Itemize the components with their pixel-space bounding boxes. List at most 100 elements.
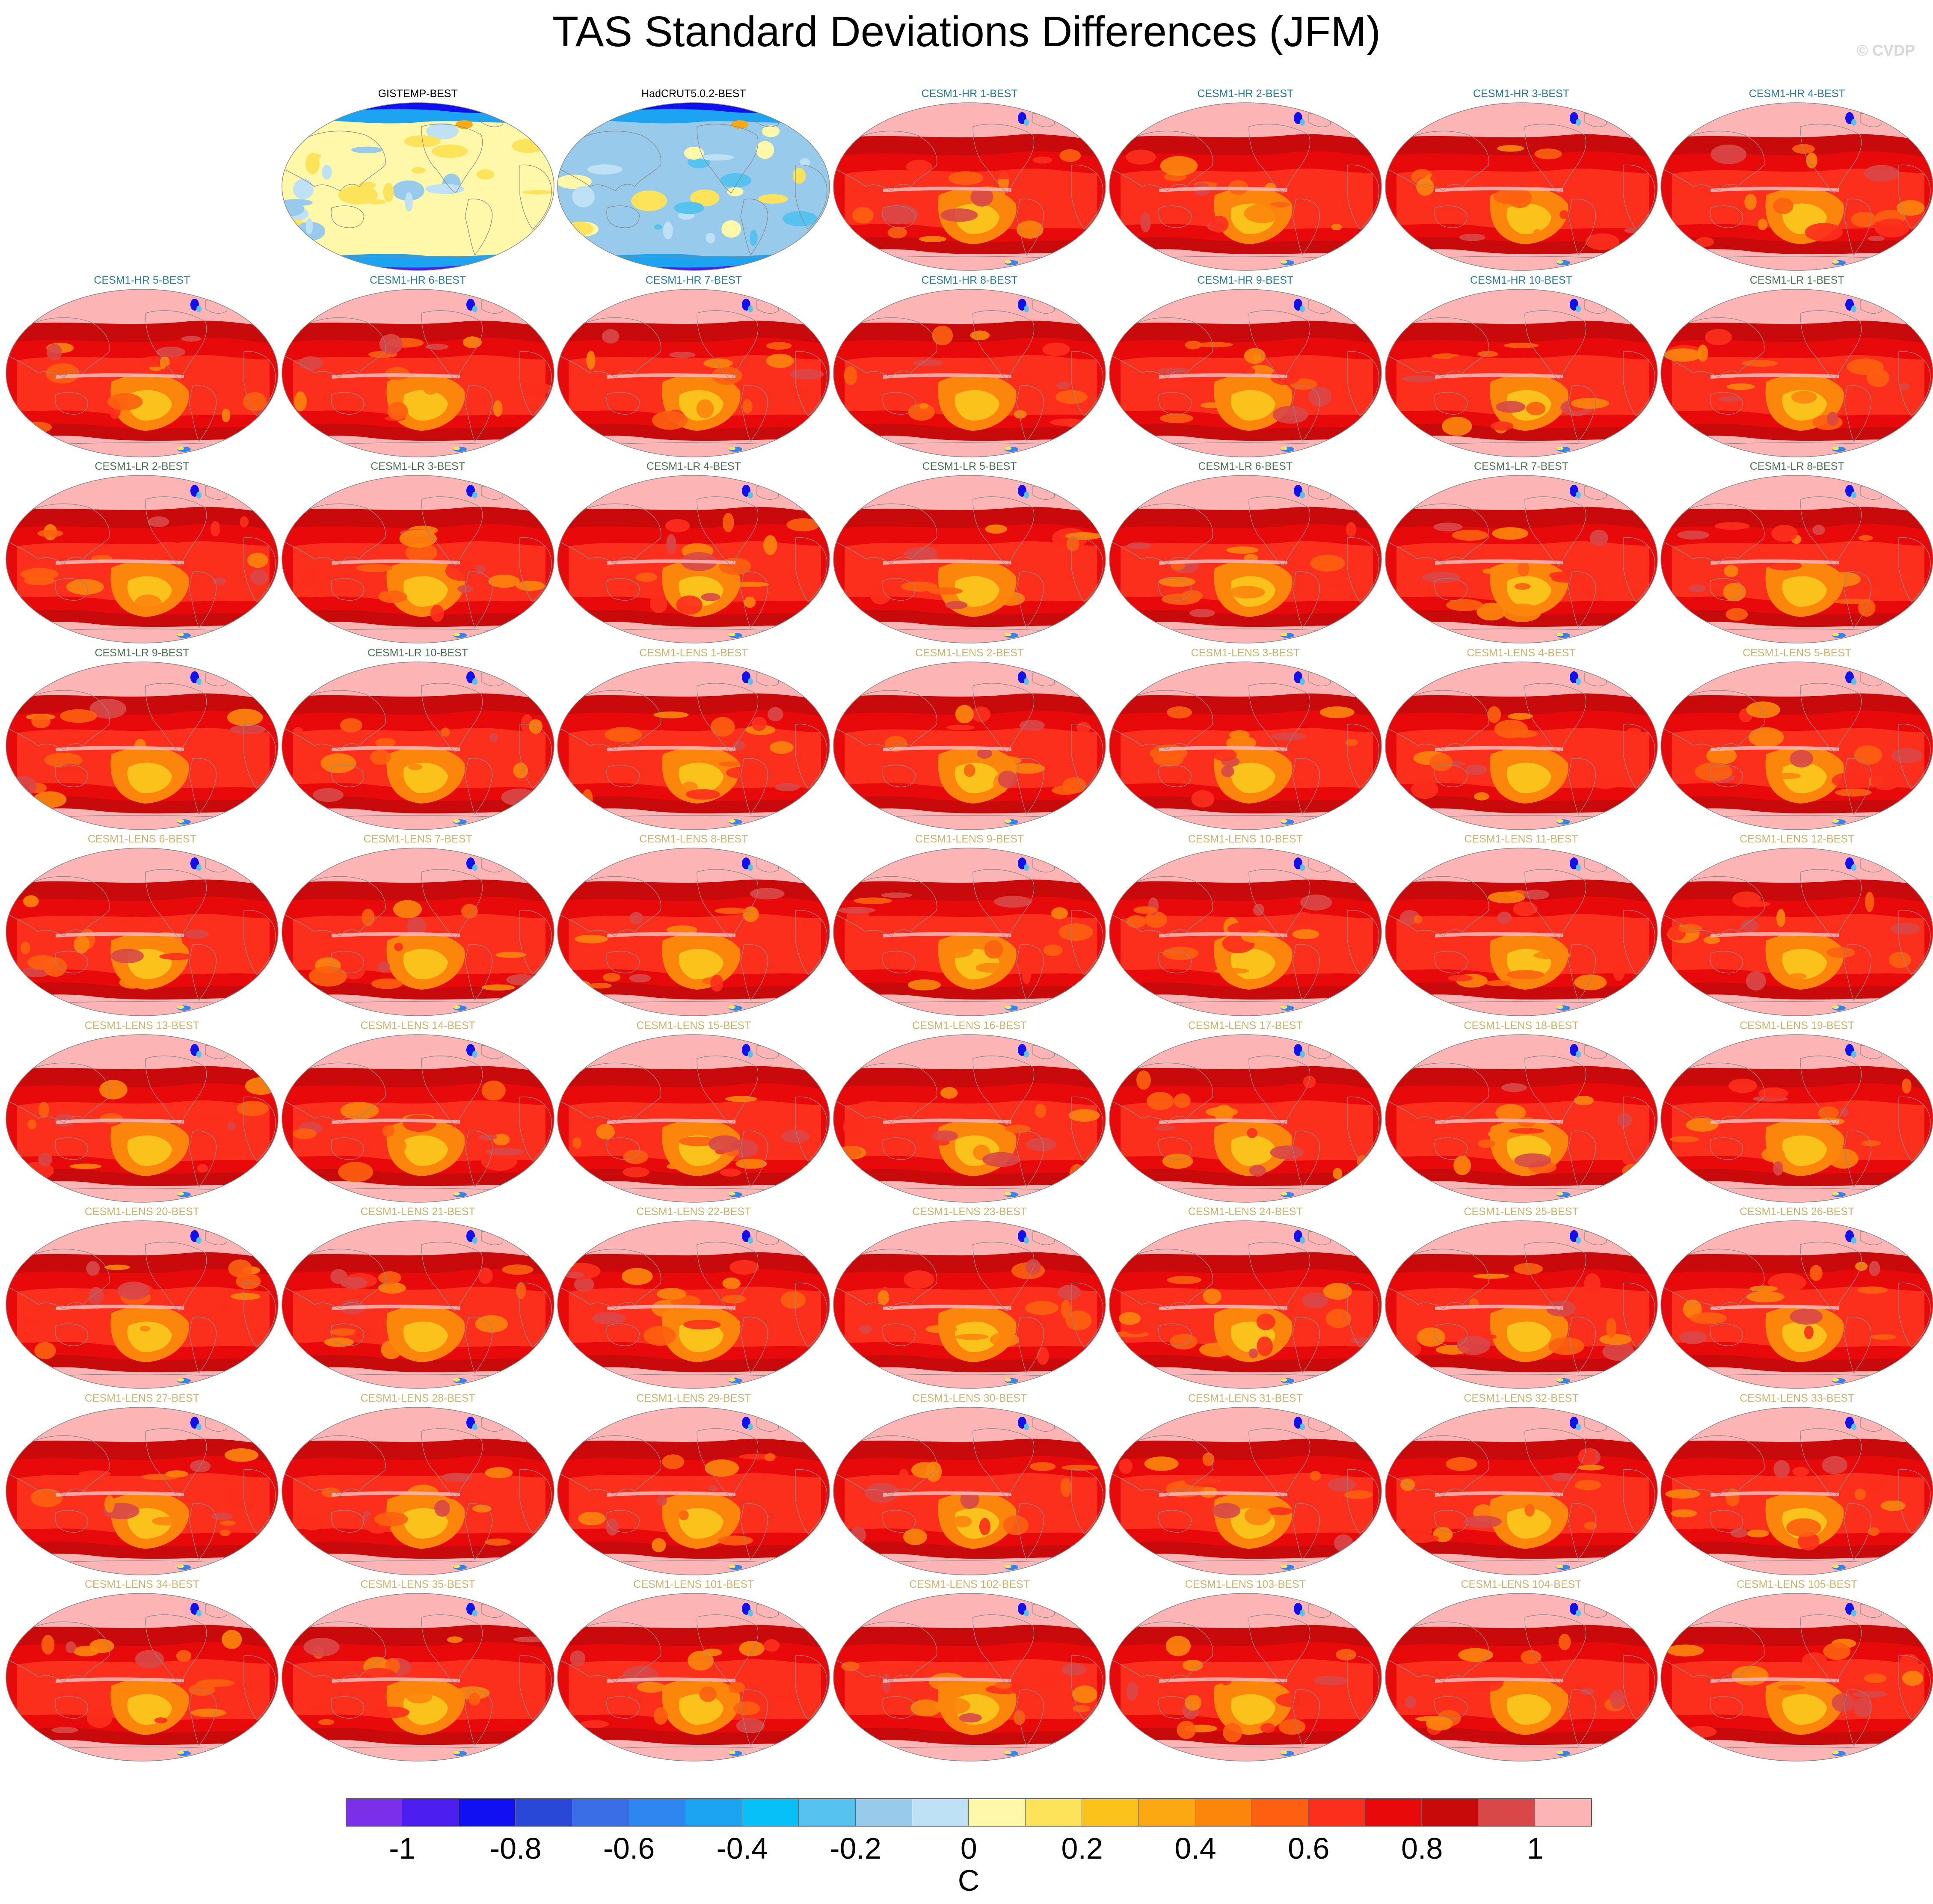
colorbar-swatch bbox=[685, 1798, 742, 1827]
map-panel-title: CESM1-HR 8-BEST bbox=[921, 274, 1018, 286]
map-panel: CESM1-LR 8-BEST bbox=[1659, 459, 1933, 645]
map-panel: CESM1-LENS 34-BEST bbox=[4, 1577, 280, 1763]
world-map bbox=[281, 1406, 554, 1575]
world-map bbox=[557, 288, 830, 457]
map-panel: CESM1-LENS 1-BEST bbox=[556, 646, 831, 831]
map-panel: CESM1-LENS 16-BEST bbox=[832, 1018, 1107, 1204]
map-panel-title: CESM1-LENS 30-BEST bbox=[912, 1392, 1027, 1404]
map-panel: CESM1-HR 10-BEST bbox=[1384, 273, 1659, 459]
map-panel: GISTEMP-BEST bbox=[280, 86, 556, 272]
colorbar-swatch bbox=[1422, 1798, 1479, 1827]
colorbar-tick-label: -0.8 bbox=[489, 1832, 542, 1865]
world-map bbox=[6, 1406, 279, 1575]
map-panel-title: CESM1-HR 9-BEST bbox=[1197, 274, 1294, 286]
world-map bbox=[281, 102, 554, 271]
colorbar-swatch bbox=[459, 1798, 516, 1827]
map-panel: CESM1-LENS 19-BEST bbox=[1659, 1018, 1933, 1204]
world-map bbox=[1660, 1034, 1933, 1203]
map-panel-title: CESM1-LENS 8-BEST bbox=[639, 833, 748, 845]
world-map bbox=[1660, 102, 1933, 271]
colorbar-swatch bbox=[572, 1798, 629, 1827]
map-panel: CESM1-LENS 28-BEST bbox=[280, 1391, 556, 1577]
world-map bbox=[1385, 1034, 1658, 1203]
colorbar-swatch bbox=[1365, 1798, 1422, 1827]
world-map bbox=[1660, 1220, 1933, 1389]
colorbar-swatch bbox=[1252, 1798, 1309, 1827]
map-panel-title: CESM1-HR 4-BEST bbox=[1749, 88, 1845, 100]
map-panel-title: CESM1-LENS 10-BEST bbox=[1188, 833, 1303, 845]
world-map bbox=[1109, 1406, 1382, 1575]
map-panel-title: CESM1-LENS 4-BEST bbox=[1467, 647, 1576, 659]
map-panel-title: CESM1-LENS 1-BEST bbox=[639, 647, 748, 659]
map-panel: CESM1-LR 2-BEST bbox=[4, 459, 280, 645]
map-panel-title: CESM1-HR 7-BEST bbox=[645, 274, 742, 286]
map-panel-title: CESM1-LENS 21-BEST bbox=[360, 1206, 475, 1218]
map-panel-title: CESM1-LR 5-BEST bbox=[922, 460, 1017, 472]
map-panel-title: CESM1-HR 1-BEST bbox=[921, 88, 1018, 100]
map-panel-title: CESM1-LENS 33-BEST bbox=[1740, 1392, 1855, 1404]
map-panel-title: CESM1-LENS 16-BEST bbox=[912, 1019, 1027, 1032]
map-panel-title: CESM1-HR 6-BEST bbox=[370, 274, 466, 286]
map-panel-title: CESM1-LR 10-BEST bbox=[368, 647, 468, 659]
map-panel-title: CESM1-LENS 9-BEST bbox=[915, 833, 1024, 845]
world-map bbox=[833, 1034, 1106, 1203]
map-panel: CESM1-LR 5-BEST bbox=[832, 459, 1107, 645]
map-panel: CESM1-LENS 13-BEST bbox=[4, 1018, 280, 1204]
map-panel: CESM1-LR 3-BEST bbox=[280, 459, 556, 645]
map-panel: CESM1-HR 1-BEST bbox=[832, 86, 1107, 272]
colorbar-tick-label: 0.2 bbox=[1061, 1832, 1103, 1865]
world-map bbox=[1385, 288, 1658, 457]
map-panel: HadCRUT5.0.2-BEST bbox=[556, 86, 831, 272]
world-map bbox=[1109, 288, 1382, 457]
map-panel-title: CESM1-LENS 12-BEST bbox=[1740, 833, 1855, 845]
map-panel: CESM1-LENS 15-BEST bbox=[556, 1018, 831, 1204]
map-panel: CESM1-LENS 11-BEST bbox=[1384, 832, 1659, 1017]
map-panel: CESM1-LENS 23-BEST bbox=[832, 1204, 1107, 1390]
map-panel-title: CESM1-LENS 6-BEST bbox=[87, 833, 197, 845]
map-panel-title: CESM1-LR 2-BEST bbox=[95, 460, 190, 472]
map-panel: CESM1-LENS 18-BEST bbox=[1384, 1018, 1659, 1204]
colorbar-swatch bbox=[855, 1798, 912, 1827]
world-map bbox=[281, 1593, 554, 1762]
world-map bbox=[281, 661, 554, 830]
world-map bbox=[557, 1220, 830, 1389]
world-map bbox=[281, 848, 554, 1016]
colorbar-swatch bbox=[629, 1798, 686, 1827]
colorbar-tick-label: 1 bbox=[1527, 1832, 1544, 1865]
colorbar-tick-label: -1 bbox=[389, 1832, 416, 1865]
world-map bbox=[1660, 475, 1933, 644]
colorbar bbox=[346, 1798, 1592, 1827]
world-map bbox=[1660, 288, 1933, 457]
map-panel: CESM1-LENS 21-BEST bbox=[280, 1204, 556, 1390]
map-panel-title: CESM1-LENS 25-BEST bbox=[1464, 1206, 1579, 1218]
world-map bbox=[1385, 1406, 1658, 1575]
map-panel: CESM1-LENS 29-BEST bbox=[556, 1391, 831, 1577]
world-map bbox=[557, 661, 830, 830]
world-map bbox=[1385, 102, 1658, 271]
world-map bbox=[6, 288, 279, 457]
world-map bbox=[557, 1034, 830, 1203]
map-panel-title: CESM1-LENS 32-BEST bbox=[1464, 1392, 1579, 1404]
map-panel-title: HadCRUT5.0.2-BEST bbox=[641, 88, 746, 100]
map-panel-title: CESM1-LENS 18-BEST bbox=[1464, 1019, 1579, 1032]
map-panel-title: CESM1-LENS 104-BEST bbox=[1461, 1578, 1582, 1590]
world-map bbox=[833, 1593, 1106, 1762]
world-map bbox=[1385, 1220, 1658, 1389]
map-panel: CESM1-LENS 33-BEST bbox=[1659, 1391, 1933, 1577]
colorbar-swatch bbox=[799, 1798, 856, 1827]
map-panel-title: CESM1-LENS 13-BEST bbox=[84, 1019, 200, 1032]
map-panel-title: CESM1-LENS 19-BEST bbox=[1740, 1019, 1855, 1032]
colorbar-swatch bbox=[346, 1798, 403, 1827]
world-map bbox=[281, 1034, 554, 1203]
world-map bbox=[1660, 848, 1933, 1016]
map-panel-title: CESM1-LENS 24-BEST bbox=[1188, 1206, 1303, 1218]
world-map bbox=[281, 288, 554, 457]
map-panel: CESM1-LENS 27-BEST bbox=[4, 1391, 280, 1577]
map-panel: CESM1-HR 6-BEST bbox=[280, 273, 556, 459]
world-map bbox=[1385, 475, 1658, 644]
world-map bbox=[557, 102, 830, 271]
map-panel-title: GISTEMP-BEST bbox=[378, 88, 458, 100]
map-panel: CESM1-LENS 10-BEST bbox=[1108, 832, 1383, 1017]
world-map bbox=[833, 661, 1106, 830]
colorbar-swatch bbox=[912, 1798, 969, 1827]
